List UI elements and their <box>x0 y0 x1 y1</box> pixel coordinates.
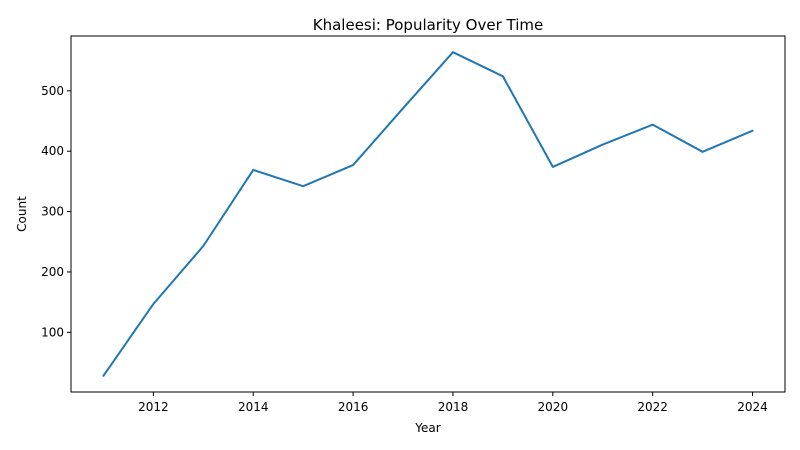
y-tick-label: 500 <box>41 84 64 98</box>
x-tick-label: 2024 <box>737 400 768 414</box>
x-tick-label: 2022 <box>637 400 668 414</box>
x-axis: 2012 2014 2016 2018 2020 2022 2024 <box>138 392 768 414</box>
x-axis-label: Year <box>414 421 440 435</box>
y-tick-label: 200 <box>41 265 64 279</box>
y-tick-label: 100 <box>41 325 64 339</box>
x-tick-label: 2020 <box>538 400 569 414</box>
x-tick-label: 2016 <box>338 400 369 414</box>
chart-title: Khaleesi: Popularity Over Time <box>313 16 543 34</box>
x-tick-label: 2012 <box>138 400 169 414</box>
series-line <box>102 51 754 377</box>
y-axis-label: Count <box>15 196 29 232</box>
y-tick-label: 400 <box>41 144 64 158</box>
plot-frame <box>70 35 786 393</box>
x-tick-label: 2018 <box>438 400 469 414</box>
y-axis: 100 200 300 400 500 <box>41 84 71 339</box>
y-tick-label: 300 <box>41 205 64 219</box>
x-tick-label: 2014 <box>238 400 269 414</box>
